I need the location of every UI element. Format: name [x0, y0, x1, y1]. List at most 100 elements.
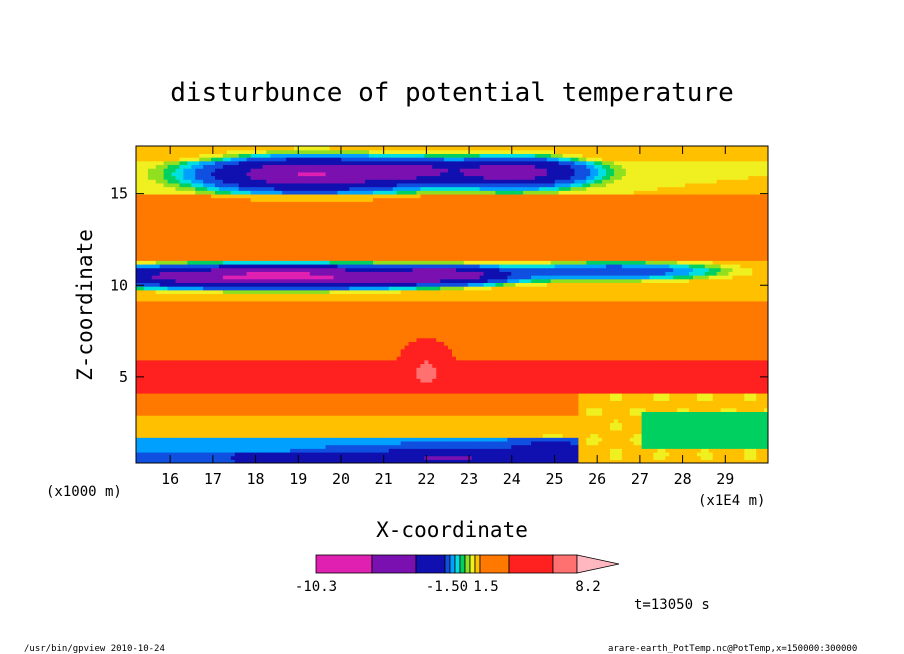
contour-cell	[230, 370, 236, 376]
contour-cell	[412, 378, 418, 383]
contour-cell	[641, 444, 647, 449]
contour-cell	[404, 448, 410, 453]
contour-cell	[179, 407, 184, 412]
contour-cell	[728, 455, 734, 460]
contour-cell	[341, 392, 346, 398]
contour-cell	[677, 352, 682, 357]
contour-cell	[353, 418, 358, 424]
contour-cell	[195, 415, 200, 420]
contour-cell	[424, 429, 429, 435]
contour-cell	[250, 385, 256, 390]
contour-cell	[574, 400, 579, 405]
contour-cell	[728, 429, 734, 435]
contour-cell	[665, 348, 670, 354]
contour-cell	[258, 407, 263, 412]
contour-cell	[278, 348, 283, 354]
contour-cell	[459, 396, 465, 401]
contour-cell	[143, 407, 149, 412]
contour-cell	[215, 429, 220, 435]
contour-cell	[661, 378, 666, 383]
contour-cell	[167, 422, 173, 427]
contour-cell	[376, 378, 382, 383]
contour-cell	[661, 385, 666, 390]
contour-cell	[467, 367, 473, 372]
contour-cell	[736, 415, 741, 420]
contour-cell	[353, 352, 358, 357]
contour-cell	[546, 426, 552, 431]
contour-cell	[657, 451, 662, 457]
contour-cell	[444, 385, 449, 390]
contour-cell	[534, 411, 540, 416]
contour-cell	[305, 356, 311, 361]
contour-cell	[538, 370, 544, 376]
contour-cell	[689, 392, 694, 398]
contour-cell	[633, 400, 639, 405]
contour-cell	[376, 381, 382, 387]
contour-cell	[491, 429, 497, 435]
contour-cell	[499, 400, 504, 405]
contour-cell	[274, 385, 279, 390]
contour-cell	[736, 378, 741, 383]
contour-cell	[523, 451, 528, 457]
contour-cell	[606, 429, 611, 435]
contour-cell	[373, 348, 378, 354]
contour-cell	[159, 418, 165, 424]
contour-cell	[361, 451, 366, 457]
contour-cell	[708, 352, 714, 357]
contour-cell	[218, 444, 224, 449]
contour-cell	[175, 451, 181, 457]
contour-cell	[171, 448, 177, 453]
contour-cell	[748, 348, 753, 354]
contour-cell	[218, 459, 224, 463]
contour-cell	[136, 348, 141, 354]
contour-cell	[305, 451, 311, 457]
contour-cell	[724, 440, 730, 446]
contour-cell	[471, 415, 477, 420]
contour-cell	[278, 352, 283, 357]
contour-cell	[380, 363, 386, 368]
contour-cell	[246, 448, 252, 453]
contour-cell	[218, 363, 224, 368]
contour-cell	[444, 378, 449, 383]
contour-cell	[483, 363, 489, 368]
contour-cell	[728, 396, 734, 401]
contour-cell	[234, 440, 240, 446]
contour-cell	[290, 455, 295, 460]
contour-cell	[681, 348, 686, 354]
contour-cell	[495, 451, 500, 457]
contour-cell	[187, 352, 192, 357]
contour-cell	[637, 352, 643, 357]
contour-cell	[183, 356, 188, 361]
contour-cell	[376, 455, 382, 460]
contour-cell	[740, 437, 745, 442]
contour-cell	[523, 352, 528, 357]
contour-cell	[199, 411, 204, 416]
contour-cell	[550, 400, 556, 405]
contour-cell	[191, 415, 196, 420]
contour-cell	[483, 385, 489, 390]
contour-cell	[428, 389, 433, 394]
contour-cell	[578, 433, 583, 438]
contour-cell	[590, 356, 595, 361]
contour-cell	[297, 444, 303, 449]
contour-cell	[294, 404, 299, 409]
contour-cell	[685, 359, 690, 365]
contour-cell	[491, 415, 497, 420]
contour-cell	[523, 407, 528, 412]
contour-cell	[617, 356, 623, 361]
contour-cell	[692, 451, 698, 457]
contour-cell	[195, 418, 200, 424]
contour-cell	[333, 448, 339, 453]
contour-cell	[309, 411, 315, 416]
contour-cell	[724, 359, 730, 365]
contour-cell	[586, 404, 591, 409]
contour-cell	[669, 374, 674, 379]
contour-cell	[657, 440, 662, 446]
contour-cell	[704, 389, 710, 394]
contour-cell	[207, 400, 212, 405]
contour-cell	[574, 455, 579, 460]
contour-cell	[483, 440, 489, 446]
contour-cell	[258, 396, 263, 401]
contour-cell	[301, 437, 307, 442]
contour-cell	[475, 363, 481, 368]
